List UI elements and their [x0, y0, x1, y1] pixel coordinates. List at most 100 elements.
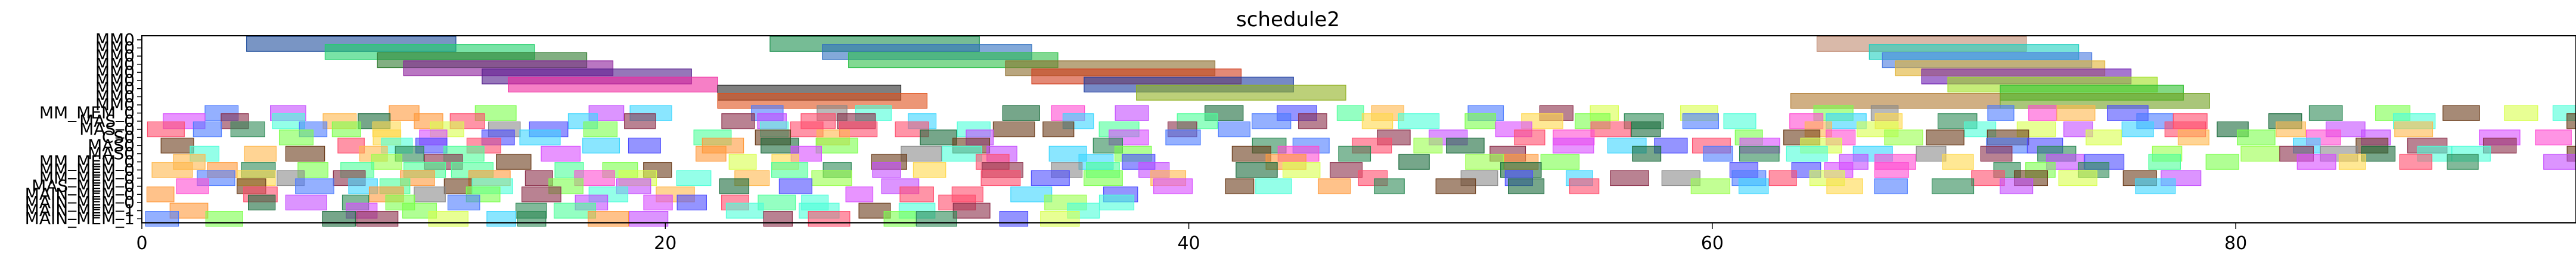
- task-bar: [519, 129, 561, 145]
- task-bar: [1040, 211, 1080, 227]
- task-bar: [1298, 113, 1327, 129]
- y-tick-label: MAIN_MEM_0: [25, 192, 135, 212]
- task-bar: [1826, 178, 1863, 194]
- task-bar: [2237, 129, 2276, 145]
- x-axis: 0 20 40 60 80: [136, 223, 2247, 254]
- task-bar: [2442, 105, 2480, 121]
- task-bar: [1826, 113, 1867, 129]
- task-bar: [790, 145, 822, 162]
- task-bar: [1446, 138, 1485, 154]
- task-bar: [1374, 178, 1405, 194]
- task-bar: [1225, 178, 1255, 194]
- task-bar: [725, 203, 764, 219]
- task-bar: [2447, 154, 2479, 170]
- task-bar: [575, 194, 609, 211]
- task-bar: [1042, 121, 1075, 138]
- task-bar: [1252, 113, 1292, 129]
- y-tick-label: MAS0: [88, 135, 135, 155]
- task-bar: [1317, 178, 1351, 194]
- task-bar: [1330, 162, 1363, 178]
- task-bar: [1632, 145, 1662, 162]
- task-bar: [588, 211, 629, 227]
- task-bar: [1084, 170, 1123, 187]
- task-bar: [160, 138, 194, 154]
- task-bar: [1610, 170, 1649, 187]
- task-bar: [1464, 113, 1496, 129]
- task-bar: [942, 145, 982, 162]
- task-bar: [758, 194, 796, 211]
- task-bar: [2056, 105, 2096, 121]
- y-tick-label: MM0: [95, 38, 135, 57]
- task-bar: [1218, 121, 1250, 138]
- task-bar: [1768, 170, 1797, 187]
- task-bar: [1884, 129, 1923, 145]
- task-bar: [2566, 113, 2576, 129]
- task-bar: [2121, 121, 2154, 138]
- task-bar: [2375, 105, 2411, 121]
- y-tick-label: MM_MEM_0: [39, 168, 135, 188]
- task-bar: [1098, 194, 1135, 211]
- task-bar: [371, 154, 402, 170]
- task-bar: [999, 211, 1029, 227]
- task-bar: [696, 145, 727, 162]
- task-bar: [285, 194, 327, 211]
- task-bar: [230, 121, 265, 138]
- task-bar: [1553, 138, 1594, 154]
- y-tick-label: MM0: [95, 62, 135, 82]
- task-bar: [1540, 154, 1580, 170]
- task-bar: [628, 138, 661, 154]
- y-tick-label: MM0: [95, 46, 135, 66]
- task-bar: [778, 178, 812, 194]
- task-bar: [145, 211, 179, 227]
- task-bar: [1435, 178, 1476, 194]
- task-bar: [1255, 178, 1292, 194]
- task-bar: [322, 211, 356, 227]
- task-bar: [2399, 154, 2432, 170]
- task-bar: [1739, 145, 1780, 162]
- task-bar: [1590, 121, 1631, 138]
- task-bar: [205, 211, 243, 227]
- task-bar: [2148, 154, 2181, 170]
- task-bar: [2504, 105, 2538, 121]
- task-bar: [331, 121, 361, 138]
- task-bar: [808, 211, 851, 227]
- task-bar: [721, 113, 755, 129]
- task-bar: [815, 138, 858, 154]
- task-bar: [771, 162, 809, 178]
- task-bar: [508, 76, 718, 93]
- task-bar: [2535, 129, 2572, 145]
- task-bar: [2058, 170, 2097, 187]
- task-bar: [980, 170, 1021, 187]
- task-bar: [151, 162, 193, 178]
- task-bar: [643, 194, 673, 211]
- task-bar: [1231, 145, 1271, 162]
- task-bar: [2177, 129, 2209, 145]
- task-bar: [1942, 154, 1974, 170]
- task-bar: [883, 211, 916, 227]
- task-bar: [1115, 105, 1149, 121]
- y-tick-label: MM0: [95, 30, 135, 49]
- task-bar: [628, 211, 669, 227]
- task-bar: [2135, 178, 2176, 194]
- task-bar: [146, 187, 175, 203]
- task-bar: [2240, 145, 2280, 162]
- task-bar: [1682, 113, 1719, 129]
- y-tick-label: MAS_MEM_0: [32, 176, 135, 196]
- task-bar: [913, 162, 946, 178]
- task-bar: [541, 145, 581, 162]
- task-bar: [582, 138, 620, 154]
- y-tick-label: MM0: [95, 86, 135, 106]
- task-bar: [1338, 145, 1371, 162]
- task-bar: [414, 187, 446, 203]
- task-bar: [1465, 154, 1504, 170]
- task-bar: [899, 187, 934, 203]
- task-bar: [244, 145, 277, 162]
- y-tick-label: MM0: [95, 70, 135, 90]
- task-bar: [1874, 178, 1908, 194]
- task-bar: [285, 145, 325, 162]
- task-bar: [1136, 85, 1346, 101]
- x-tick-label: 20: [654, 233, 676, 254]
- task-bar: [1514, 129, 1545, 145]
- task-bar: [1361, 113, 1393, 129]
- task-bar: [522, 187, 561, 203]
